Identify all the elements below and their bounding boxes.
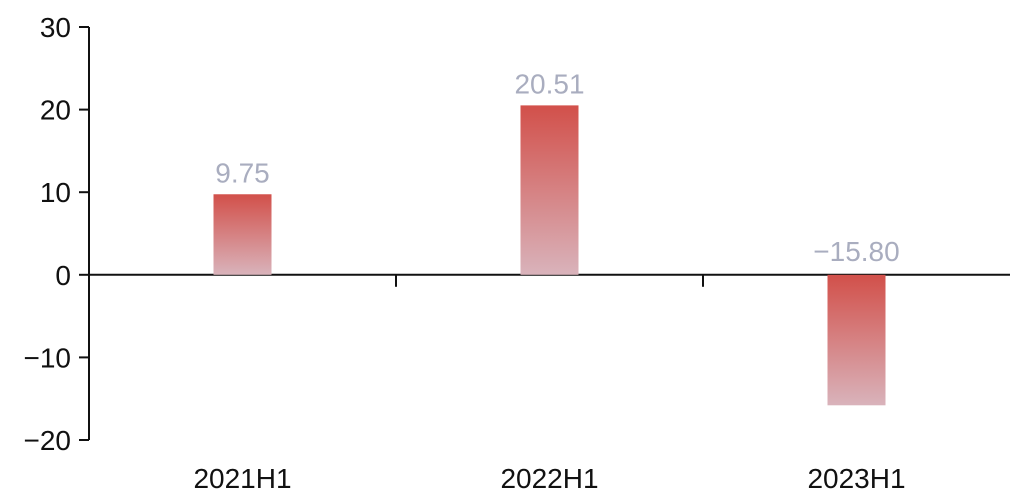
bar-2021H1 [213,194,272,275]
y-tick-label: 30 [40,12,71,43]
data-labels: 9.75 2021H1 20.51 2022H1 −15.80 2023H1 [193,68,905,493]
y-tick-label: 20 [40,95,71,126]
y-tick-label: −20 [24,425,72,456]
x-tick-label: 2022H1 [500,463,598,493]
y-tick-label: 0 [55,260,71,291]
bar-2022H1 [520,105,579,275]
data-label-2022H1: 20.51 [514,68,584,99]
data-label-2021H1: 9.75 [215,157,270,188]
y-tick-label: 10 [40,177,71,208]
x-tick-label: 2023H1 [807,463,905,493]
data-label-2023H1: −15.80 [813,236,899,267]
y-axis: 30 20 10 0 −10 −20 [24,12,90,456]
bar-2023H1 [827,274,886,406]
x-tick-label: 2021H1 [193,463,291,493]
bars [213,105,886,406]
y-tick-label: −10 [24,342,72,373]
